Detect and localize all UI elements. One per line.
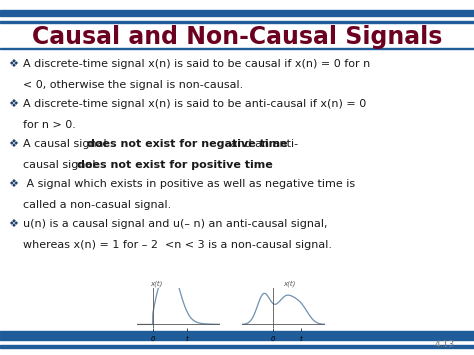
Text: called a non-casual signal.: called a non-casual signal. [23,200,171,210]
Text: ❖: ❖ [9,99,18,109]
Text: ❖: ❖ [9,139,18,149]
Text: A causal signal: A causal signal [23,139,110,149]
Text: ❖: ❖ [9,59,18,69]
Text: A signal which exists in positive as well as negative time is: A signal which exists in positive as wel… [23,179,355,189]
Bar [0,21,474,23]
Text: A discrete-time signal x(n) is said to be causal if x(n) = 0 for n: A discrete-time signal x(n) is said to b… [23,59,370,69]
Text: u(n) is a causal signal and u(– n) an anti-causal signal,: u(n) is a causal signal and u(– n) an an… [23,219,327,229]
Bar [0,10,474,16]
Text: < 0, otherwise the signal is non-causal.: < 0, otherwise the signal is non-causal. [23,80,243,90]
Text: does not exist for negative time: does not exist for negative time [87,139,287,149]
Text: ❖: ❖ [9,219,18,229]
Bar [0,331,474,340]
Text: for n > 0.: for n > 0. [23,120,76,130]
Bar [0,48,474,49]
Text: ❖: ❖ [9,179,18,189]
Text: 4.13: 4.13 [435,340,455,349]
Text: A discrete-time signal x(n) is said to be anti-causal if x(n) = 0: A discrete-time signal x(n) is said to b… [23,99,366,109]
Text: whereas x(n) = 1 for – 2  <n < 3 is a non-causal signal.: whereas x(n) = 1 for – 2 <n < 3 is a non… [23,240,332,250]
Text: x(t): x(t) [283,280,296,287]
Text: does not exist for positive time: does not exist for positive time [77,160,273,170]
Bar [0,345,474,348]
Text: .: . [209,160,213,170]
Text: and an anti-: and an anti- [227,139,298,149]
Text: causal signal: causal signal [23,160,99,170]
Text: Causal and Non-Causal Signals: Causal and Non-Causal Signals [32,25,442,49]
Text: x(t): x(t) [150,280,162,287]
